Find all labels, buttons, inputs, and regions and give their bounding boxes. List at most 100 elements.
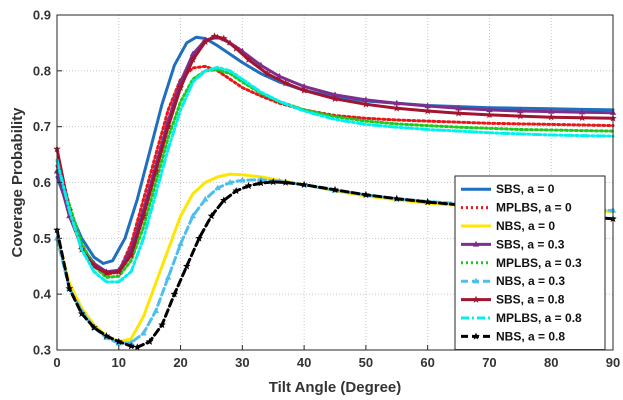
data-point: [214, 184, 221, 191]
legend-item: MPLBS, a = 0.8: [461, 311, 582, 325]
y-tick-label: 0.8: [33, 63, 51, 78]
y-tick-label: 0.9: [33, 8, 51, 23]
y-tick-label: 0.6: [33, 175, 51, 190]
series-1: [55, 35, 615, 265]
data-point: [423, 107, 432, 115]
data-point: [158, 320, 166, 329]
data-point: [139, 212, 148, 220]
data-point: [548, 108, 555, 114]
data-point: [189, 55, 197, 63]
y-tick-label: 0.5: [33, 231, 51, 246]
data-point: [331, 185, 339, 193]
data-point: [331, 94, 339, 102]
data-point: [164, 122, 172, 130]
data-point: [362, 100, 370, 108]
data-point: [152, 307, 160, 314]
series-7: [53, 32, 617, 277]
series-line: [55, 68, 615, 279]
legend-item: SBS, a = 0.8: [461, 293, 565, 307]
x-tick-label: 0: [53, 355, 60, 370]
data-point: [182, 262, 191, 270]
data-point: [133, 343, 142, 351]
data-point: [392, 194, 401, 202]
legend-item: NBS, a = 0.8: [461, 329, 565, 343]
legend: SBS, a = 0 MPLBS, a = 0 NBS, a = 0 SBS, a =…: [454, 175, 606, 351]
data-point: [578, 108, 586, 115]
data-point: [220, 34, 228, 42]
legend-label: NBS, a = 0.8: [496, 329, 565, 343]
legend-item: NBS, a = 0.3: [461, 274, 565, 288]
data-point: [232, 186, 240, 195]
data-point: [127, 339, 135, 345]
data-point: [201, 37, 210, 46]
series-line: [55, 35, 615, 265]
data-point: [114, 337, 123, 345]
x-tick-label: 10: [112, 355, 126, 370]
data-point: [207, 212, 216, 220]
data-point: [300, 86, 308, 94]
legend-label: NBS, a = 0: [496, 219, 555, 233]
data-point: [300, 82, 308, 89]
x-tick-label: 30: [235, 355, 249, 370]
data-point: [65, 284, 74, 292]
data-point: [202, 195, 209, 202]
x-tick-label: 40: [297, 355, 311, 370]
data-point: [472, 240, 480, 247]
data-point: [472, 295, 480, 303]
legend-label: SBS, a = 0.8: [496, 293, 565, 307]
data-point: [472, 277, 480, 284]
data-point: [517, 107, 524, 114]
x-tick-label: 90: [606, 355, 620, 370]
legend-item: MPLBS, a = 0: [461, 201, 572, 215]
data-point: [140, 329, 147, 336]
series-line: [55, 66, 615, 284]
data-point: [485, 110, 494, 119]
data-point: [486, 106, 493, 113]
data-point: [210, 32, 219, 40]
legend-label: MPLBS, a = 0.8: [496, 311, 582, 325]
x-tick-label: 60: [420, 355, 434, 370]
y-axis-ticks: 0.3 0.4 0.5 0.6 0.7 0.8 0.9: [33, 8, 62, 358]
x-axis-title: Tilt Angle (Degree): [269, 379, 402, 396]
data-point: [145, 337, 154, 345]
legend-label: MPLBS, a = 0.3: [496, 256, 582, 270]
data-point: [127, 251, 135, 259]
data-point: [362, 190, 370, 199]
legend-item: MPLBS, a = 0.3: [461, 256, 582, 270]
data-point: [516, 112, 525, 120]
data-point: [226, 179, 234, 185]
data-point: [269, 177, 278, 186]
data-point: [77, 309, 86, 317]
data-point: [165, 273, 172, 280]
legend-box: [454, 175, 606, 351]
legend-label: SBS, a = 0: [496, 182, 555, 196]
data-point: [547, 113, 556, 121]
data-point: [392, 104, 401, 112]
data-point: [281, 178, 290, 186]
data-point: [114, 267, 123, 276]
legend-label: NBS, a = 0.3: [496, 274, 565, 288]
data-point: [276, 72, 283, 79]
series-8: [55, 66, 615, 284]
data-point: [189, 212, 197, 219]
data-point: [472, 332, 480, 340]
y-tick-label: 0.7: [33, 119, 51, 134]
data-point: [454, 109, 463, 117]
data-point: [455, 104, 462, 111]
x-tick-label: 20: [173, 355, 187, 370]
legend-item: SBS, a = 0.3: [461, 237, 565, 251]
data-point: [393, 99, 400, 106]
data-point: [263, 69, 271, 77]
y-tick-label: 0.3: [33, 343, 51, 358]
data-point: [257, 179, 265, 187]
x-axis-ticks: 0 10 20 30 40 50 60 70 80 90: [53, 345, 620, 370]
y-tick-label: 0.4: [33, 287, 52, 302]
data-point: [239, 176, 246, 183]
y-axis-title: Coverage Probability: [9, 107, 26, 258]
legend-label: SBS, a = 0.3: [496, 237, 565, 251]
data-point: [90, 262, 98, 270]
data-point: [362, 96, 370, 103]
data-point: [423, 198, 432, 206]
data-point: [232, 44, 240, 52]
